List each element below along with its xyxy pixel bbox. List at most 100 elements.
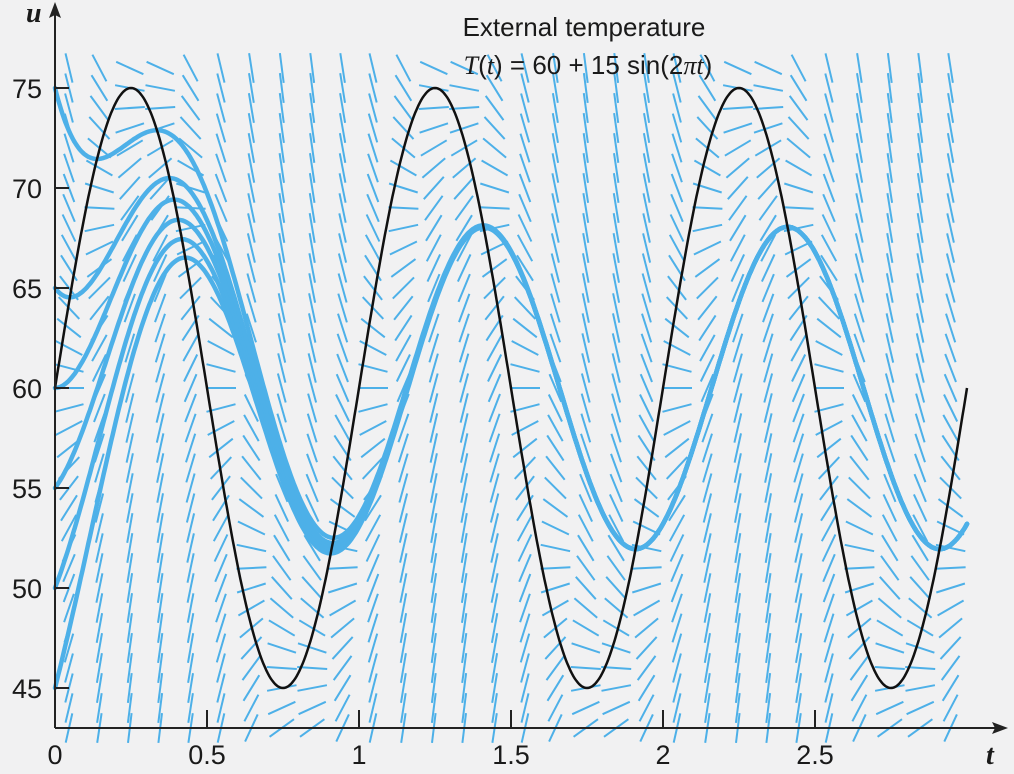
field-segment bbox=[909, 576, 931, 600]
field-segment bbox=[643, 113, 651, 143]
field-segment bbox=[946, 233, 956, 263]
field-segment bbox=[788, 95, 809, 121]
field-segment bbox=[822, 573, 836, 603]
field-segment bbox=[631, 566, 662, 570]
field-segment bbox=[855, 113, 863, 143]
field-segment bbox=[520, 653, 530, 683]
field-segment bbox=[905, 684, 936, 692]
field-segment bbox=[215, 153, 227, 183]
field-segment bbox=[297, 684, 328, 692]
field-segment bbox=[672, 673, 682, 703]
field-segment bbox=[152, 234, 169, 262]
field-segment bbox=[703, 533, 712, 563]
field-segment bbox=[601, 684, 632, 692]
field-segment bbox=[95, 553, 104, 583]
field-segment bbox=[582, 153, 589, 183]
field-segment bbox=[885, 313, 894, 343]
field-segment bbox=[643, 73, 650, 103]
field-segment bbox=[126, 613, 133, 643]
field-segment bbox=[155, 373, 166, 403]
field-segment bbox=[817, 296, 841, 320]
field-segment bbox=[513, 296, 537, 320]
field-segment bbox=[278, 193, 286, 223]
field-segment bbox=[732, 313, 744, 343]
field-segment bbox=[885, 333, 895, 363]
field-segment bbox=[880, 555, 900, 581]
field-segment bbox=[425, 214, 443, 242]
field-segment bbox=[642, 193, 651, 223]
field-segment bbox=[944, 353, 957, 383]
field-segment bbox=[846, 498, 873, 518]
field-segment bbox=[916, 213, 924, 243]
field-segment bbox=[886, 233, 894, 263]
field-segment bbox=[125, 473, 134, 503]
field-segment bbox=[823, 613, 835, 643]
field-segment bbox=[308, 313, 317, 343]
field-segment bbox=[95, 593, 104, 623]
field-segment bbox=[851, 694, 868, 722]
field-segment bbox=[93, 393, 106, 423]
field-segment bbox=[580, 393, 591, 423]
field-segment bbox=[672, 693, 682, 723]
x-axis-arrow bbox=[992, 722, 1008, 734]
field-segment bbox=[178, 137, 203, 159]
field-segment bbox=[945, 293, 956, 323]
field-segment bbox=[63, 633, 75, 663]
field-segment bbox=[633, 498, 660, 518]
field-segment bbox=[916, 233, 924, 263]
y-tick-label: 45 bbox=[12, 674, 42, 704]
field-segment bbox=[301, 576, 323, 600]
field-segment bbox=[844, 566, 875, 570]
field-segment bbox=[156, 493, 164, 523]
field-segment bbox=[306, 453, 319, 483]
field-segment bbox=[487, 373, 502, 403]
field-segment bbox=[123, 293, 136, 323]
field-segment bbox=[634, 617, 659, 639]
field-segment bbox=[911, 534, 929, 562]
field-segment bbox=[429, 473, 438, 503]
field-segment bbox=[247, 93, 255, 123]
direction-field bbox=[54, 52, 966, 744]
field-segment bbox=[236, 543, 267, 553]
field-segment bbox=[698, 74, 717, 102]
field-segment bbox=[146, 60, 175, 76]
field-segment bbox=[214, 573, 228, 603]
field-segment bbox=[762, 293, 775, 323]
field-segment bbox=[582, 193, 590, 223]
field-segment bbox=[455, 214, 473, 242]
field-segment bbox=[787, 116, 810, 140]
field-segment bbox=[701, 413, 714, 443]
field-segment bbox=[664, 317, 690, 339]
field-segment bbox=[946, 193, 955, 223]
field-segment bbox=[762, 333, 774, 363]
field-segment bbox=[309, 112, 316, 144]
field-segment bbox=[613, 153, 620, 183]
field-segment bbox=[428, 353, 439, 383]
field-segment bbox=[156, 513, 164, 543]
field-segment bbox=[946, 213, 955, 243]
field-segment bbox=[613, 72, 620, 104]
field-segment bbox=[62, 193, 76, 223]
field-segment bbox=[764, 493, 772, 523]
field-segment bbox=[916, 173, 924, 203]
field-segment bbox=[430, 672, 437, 704]
field-segment bbox=[243, 414, 260, 442]
field-segment bbox=[334, 414, 351, 442]
field-segment bbox=[364, 514, 382, 542]
field-segment bbox=[88, 116, 111, 140]
field-segment bbox=[723, 60, 752, 76]
field-segment bbox=[459, 413, 469, 443]
field-segment bbox=[268, 619, 296, 637]
field-segment bbox=[187, 693, 194, 723]
field-segment bbox=[671, 153, 683, 183]
field-segment bbox=[241, 655, 262, 681]
field-segment bbox=[824, 693, 834, 723]
field-segment bbox=[610, 453, 623, 483]
field-segment bbox=[734, 573, 742, 603]
field-segment bbox=[304, 493, 320, 523]
field-segment bbox=[427, 273, 441, 303]
field-segment bbox=[308, 193, 316, 223]
field-segment bbox=[367, 153, 379, 183]
formula-part: π bbox=[683, 51, 697, 80]
field-segment bbox=[339, 93, 347, 123]
